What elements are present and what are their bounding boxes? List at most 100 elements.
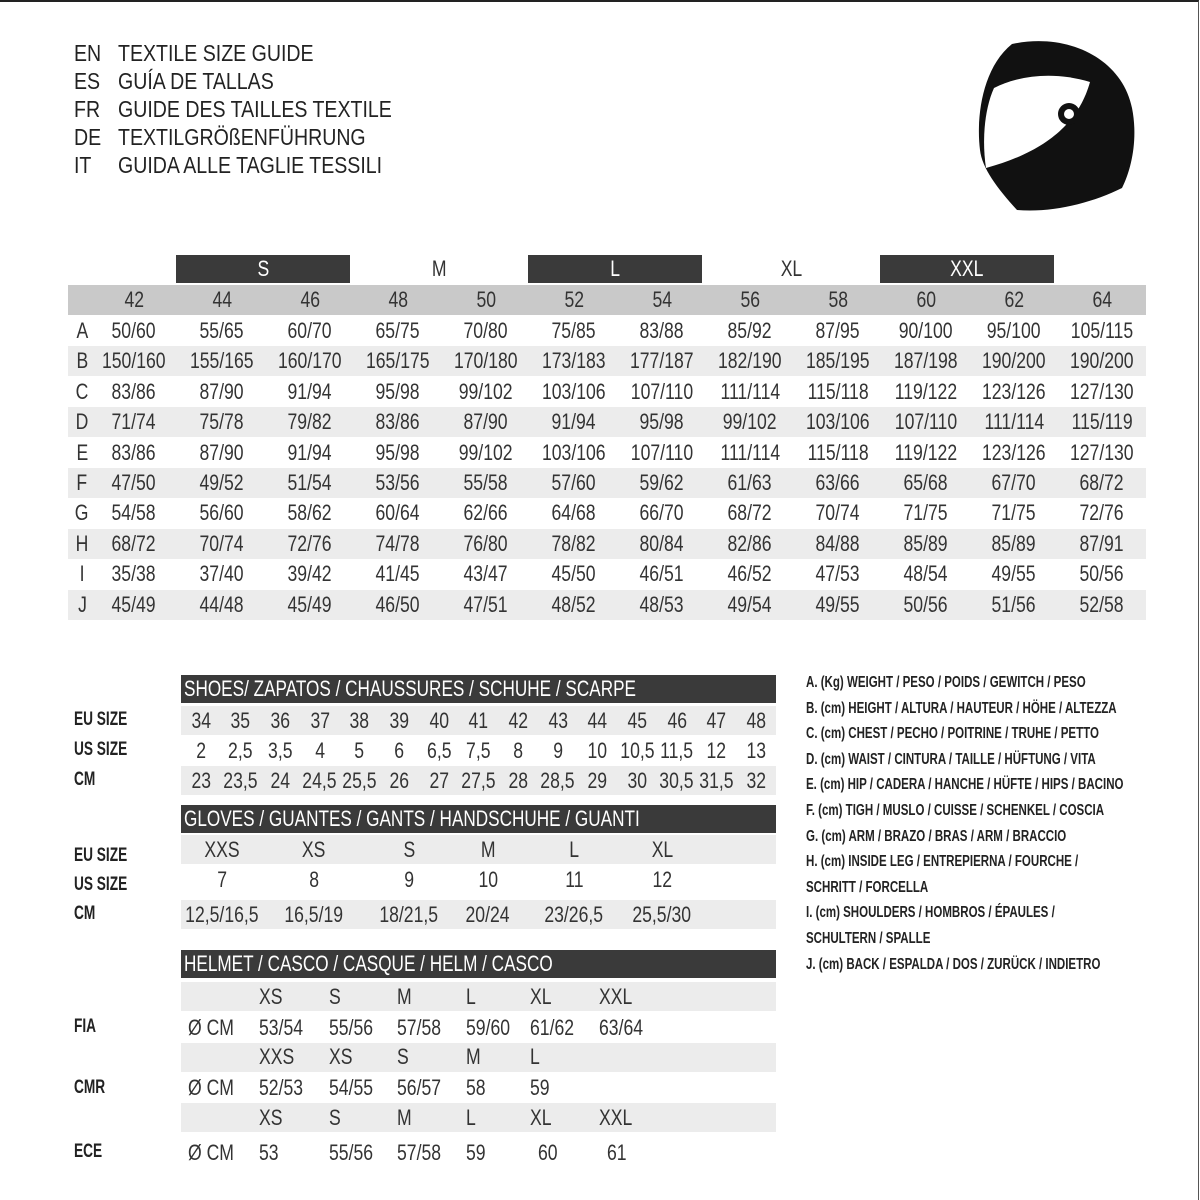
shoe-size-cell: 41 xyxy=(468,707,489,733)
legend-line: H. (cm) INSIDE LEG / ENTREPIERNA / FOURC… xyxy=(806,853,1079,871)
legend-line: F. (cm) TIGH / MUSLO / CUISSE / SCHENKEL… xyxy=(806,802,1105,819)
row-band xyxy=(181,766,776,795)
title-text: GUIDE DES TAILLES TEXTILE xyxy=(118,96,392,122)
row-key-h: H xyxy=(75,530,89,556)
shoe-size-cell: 37 xyxy=(310,707,330,733)
shoe-size-cell: 30,5 xyxy=(659,767,694,793)
size-group-xxl: XXL xyxy=(880,255,1054,283)
table-cell: 49/54 xyxy=(727,591,773,617)
row-key-b: B xyxy=(76,348,88,374)
size-header-50: 50 xyxy=(476,287,496,312)
table-cell: 46/52 xyxy=(727,561,773,587)
table-cell: 48/53 xyxy=(639,591,685,617)
table-cell: 61/63 xyxy=(727,470,773,495)
table-cell: 91/94 xyxy=(287,439,333,465)
table-cell: 165/175 xyxy=(366,348,430,374)
table-cell: 70/74 xyxy=(815,500,861,526)
legend-line: G. (cm) ARM / BRAZO / BRAS / ARM / BRACC… xyxy=(806,827,1067,845)
shoe-size-cell: 6,5 xyxy=(426,737,452,763)
row-band xyxy=(68,468,1146,498)
shoe-size-cell: 7,5 xyxy=(466,737,491,763)
table-cell: 79/82 xyxy=(287,409,333,435)
row-band xyxy=(181,1103,776,1132)
table-cell: 119/122 xyxy=(894,378,958,404)
glove-size-cell: XS xyxy=(302,836,326,862)
helmet-unit: Ø CM xyxy=(188,1014,234,1040)
helmet-circumference-fia: 61/62 xyxy=(530,1014,575,1040)
helmet-size-ece: S xyxy=(329,1104,341,1130)
table-cell: 70/80 xyxy=(463,318,509,343)
table-cell: 46/51 xyxy=(639,561,685,587)
row-key-c: C xyxy=(75,378,89,404)
shoe-size-cell: 43 xyxy=(548,707,568,733)
shoe-size-cell: 13 xyxy=(746,737,766,763)
helmet-size-ece: L xyxy=(466,1104,476,1130)
row-label: EU SIZE xyxy=(74,845,128,866)
shoe-size-cell: 11,5 xyxy=(660,737,694,763)
table-cell: 80/84 xyxy=(639,530,685,556)
table-cell: 127/130 xyxy=(1070,439,1134,465)
helmet-size-cmr: M xyxy=(466,1044,481,1069)
legend-line: I. (cm) SHOULDERS / HOMBROS / ÉPAULES / xyxy=(806,904,1055,922)
helmet-size-fia: S xyxy=(329,983,341,1009)
table-cell: 37/40 xyxy=(199,561,245,587)
table-cell: 66/70 xyxy=(639,500,685,526)
helmet-size-fia: L xyxy=(466,983,476,1009)
table-cell: 56/60 xyxy=(199,500,245,526)
shoe-size-cell: 47 xyxy=(706,707,727,733)
table-cell: 47/51 xyxy=(463,591,509,617)
table-cell: 55/65 xyxy=(199,318,245,343)
table-cell: 51/54 xyxy=(287,470,333,495)
table-cell: 46/50 xyxy=(375,591,421,617)
table-cell: 51/56 xyxy=(991,591,1037,617)
size-header-48: 48 xyxy=(388,287,408,312)
helmet-circumference-cmr: 58 xyxy=(466,1075,486,1100)
table-cell: 62/66 xyxy=(463,500,509,526)
glove-size-cell: 9 xyxy=(404,866,414,892)
helmet-size-fia: XL xyxy=(530,983,552,1009)
table-cell: 187/198 xyxy=(894,348,958,374)
size-header-62: 62 xyxy=(1004,287,1024,312)
size-header-44: 44 xyxy=(212,287,232,312)
table-cell: 50/56 xyxy=(1079,561,1125,587)
legend-line: B. (cm) HEIGHT / ALTURA / HAUTEUR / HÖHE… xyxy=(806,699,1117,717)
row-label: US SIZE xyxy=(74,739,128,760)
glove-size-cell: 20/24 xyxy=(465,901,511,927)
table-cell: 68/72 xyxy=(111,530,157,556)
row-key-a: A xyxy=(76,318,88,343)
size-group-m: M xyxy=(431,256,447,281)
table-cell: 50/60 xyxy=(111,318,157,343)
lang-code: ES xyxy=(74,68,101,94)
shoe-size-cell: 9 xyxy=(552,737,563,763)
helmet-circumference-cmr: 52/53 xyxy=(259,1075,304,1100)
row-label: EU SIZE xyxy=(74,709,128,730)
row-band xyxy=(181,982,776,1011)
glove-size-cell: XL xyxy=(651,836,673,862)
table-cell: 90/100 xyxy=(899,318,953,343)
table-cell: 115/118 xyxy=(807,378,869,404)
table-cell: 68/72 xyxy=(727,500,773,526)
shoe-size-cell: 2,5 xyxy=(228,737,253,763)
table-cell: 91/94 xyxy=(551,409,597,435)
table-cell: 185/195 xyxy=(806,348,870,374)
table-cell: 60/70 xyxy=(287,318,333,343)
helmet-unit: Ø CM xyxy=(188,1139,234,1165)
table-cell: 75/85 xyxy=(551,318,597,343)
helmet-size-fia: XS xyxy=(259,983,283,1009)
helmet-size-cmr: S xyxy=(397,1044,409,1069)
table-cell: 53/56 xyxy=(375,470,421,495)
glove-size-cell: 8 xyxy=(309,866,319,892)
helmet-circumference-fia: 63/64 xyxy=(599,1014,644,1040)
shoe-size-cell: 48 xyxy=(746,707,766,733)
table-cell: 119/122 xyxy=(894,439,958,465)
size-header-60: 60 xyxy=(916,287,936,312)
table-cell: 182/190 xyxy=(718,348,782,374)
row-key-f: F xyxy=(76,470,88,495)
table-cell: 57/60 xyxy=(551,470,597,495)
helmet-size-ece: M xyxy=(397,1104,412,1130)
table-cell: 54/58 xyxy=(111,500,157,526)
standard-label-ece: ECE xyxy=(74,1141,103,1162)
table-cell: 115/119 xyxy=(1071,409,1133,435)
table-cell: 39/42 xyxy=(287,561,333,587)
